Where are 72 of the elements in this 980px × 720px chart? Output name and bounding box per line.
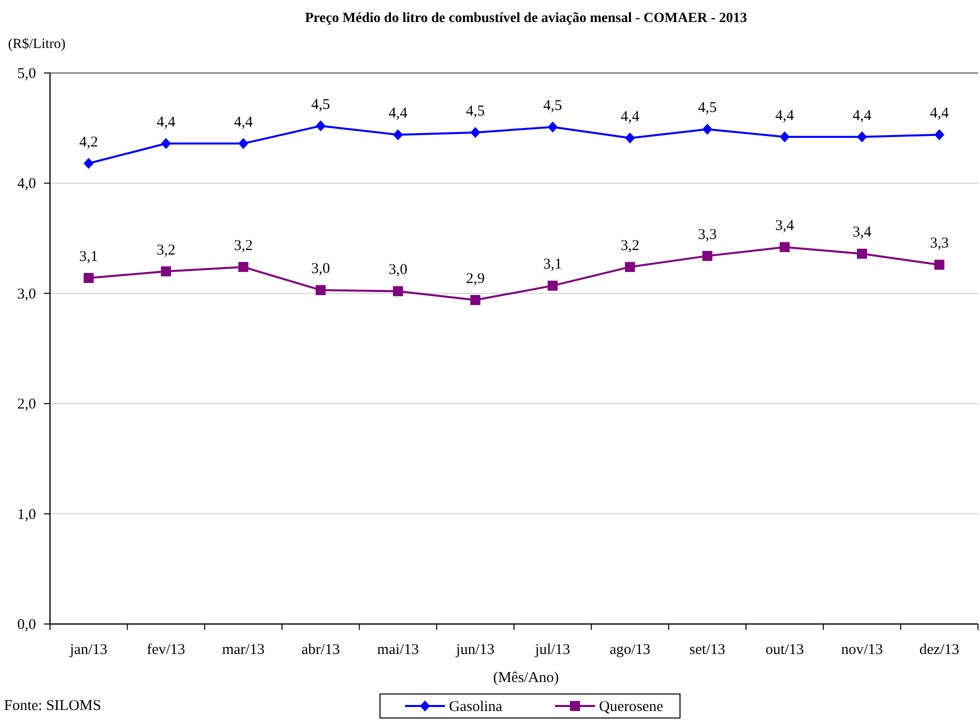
point (470, 127, 480, 138)
data-label: 4,2 (79, 134, 98, 150)
x-tick-label: out/13 (765, 642, 804, 658)
y-tick-label: 1,0 (17, 506, 36, 523)
legend-label: Gasolina (449, 699, 503, 715)
point (702, 124, 712, 135)
y-axis-title: (R$/Litro) (8, 37, 66, 52)
data-label: 3,0 (388, 262, 408, 278)
y-tick-label: 0,0 (17, 617, 36, 633)
x-tick-label: abr/13 (302, 642, 340, 658)
y-tick-label: 3,0 (17, 286, 36, 302)
y-tick-label: 4,0 (17, 176, 36, 192)
x-tick-label: mai/13 (377, 642, 419, 658)
x-tick-label: jul/13 (534, 642, 570, 658)
data-label: 3,0 (311, 261, 330, 278)
source-note: Fonte: SILOMS (4, 698, 102, 714)
chart-title: Preço Médio do litro de combustível de aviação mensal - COMAER - 2013 (305, 11, 747, 26)
point (780, 131, 790, 142)
data-label: 3,4 (852, 224, 872, 241)
point (934, 260, 944, 270)
point (780, 242, 790, 252)
data-label: 3,2 (620, 238, 640, 254)
point (316, 120, 326, 132)
data-label: 4,4 (775, 108, 795, 124)
point (84, 158, 94, 169)
point (84, 272, 94, 283)
data-label: 3,4 (775, 218, 795, 234)
x-tick-label: jan/13 (68, 642, 108, 658)
y-tick-label: 5,0 (17, 66, 36, 82)
y-tick-label: 2,0 (17, 396, 36, 413)
data-label: 3,1 (543, 256, 562, 273)
data-label: 4,4 (388, 106, 408, 122)
point (393, 129, 403, 140)
point (238, 138, 248, 150)
point (625, 262, 635, 272)
point (161, 138, 171, 150)
data-label: 4,5 (698, 100, 717, 116)
x-tick-label: jun/13 (455, 642, 495, 658)
data-label: 3,3 (930, 236, 949, 252)
data-label: 4,5 (466, 104, 485, 120)
data-label: 3,2 (156, 242, 176, 258)
x-axis-title: (Mês/Ano) (493, 670, 559, 686)
x-tick-label: ago/13 (610, 642, 650, 658)
data-label: 4,4 (620, 109, 640, 126)
point (238, 262, 248, 272)
data-label: 4,4 (852, 108, 872, 124)
data-label: 4,4 (234, 114, 254, 131)
point (702, 250, 712, 261)
point (548, 122, 558, 132)
point (393, 286, 403, 296)
point (316, 285, 326, 296)
data-label: 3,3 (698, 226, 717, 243)
legend-label: Querosene (599, 699, 664, 715)
data-label: 3,1 (79, 248, 98, 265)
data-label: 4,4 (930, 106, 950, 122)
data-label: 3,2 (234, 238, 253, 254)
point (470, 295, 480, 306)
point (548, 280, 558, 291)
data-label: 4,5 (311, 96, 330, 113)
x-tick-label: mar/13 (222, 642, 265, 658)
data-label: 4,5 (543, 98, 562, 114)
data-label: 4,4 (156, 114, 176, 131)
point (857, 248, 867, 259)
x-tick-label: fev/13 (146, 642, 186, 658)
point (857, 131, 867, 142)
point (934, 129, 944, 140)
x-tick-label: nov/13 (841, 642, 883, 658)
x-tick-label: set/13 (689, 642, 726, 658)
point (161, 266, 171, 276)
data-label: 2,9 (466, 271, 485, 288)
point (625, 132, 635, 144)
x-tick-label: dez/13 (919, 642, 960, 658)
